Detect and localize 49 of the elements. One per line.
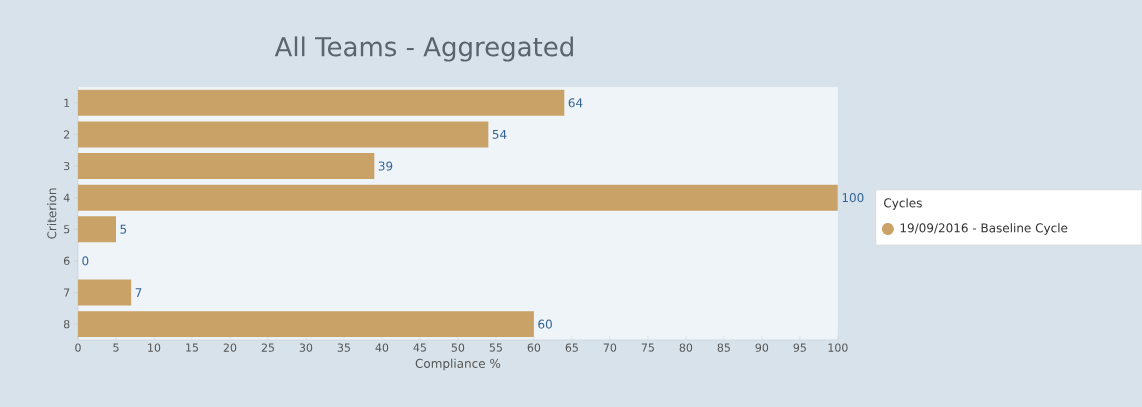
x-tick-label: 10 xyxy=(148,343,161,352)
x-tick-label: 45 xyxy=(413,343,426,352)
y-tick-label: 3 xyxy=(64,161,70,171)
chart-title: All Teams - Aggregated xyxy=(274,36,573,62)
x-tick-label: 70 xyxy=(603,343,617,352)
x-tick-label: 20 xyxy=(223,343,237,352)
x-axis-title: Compliance % xyxy=(415,358,501,371)
legend-label: 19/09/2016 - Baseline Cycle xyxy=(900,223,1068,235)
x-tick-label: 30 xyxy=(299,343,313,352)
y-tick-label: 8 xyxy=(63,320,70,329)
x-tick-label: 5 xyxy=(113,343,119,352)
data-label: 54 xyxy=(492,129,507,139)
bar xyxy=(78,279,132,306)
x-tick-label: 40 xyxy=(375,343,389,352)
y-tick-label: 4 xyxy=(63,193,70,202)
x-tick-label: 65 xyxy=(565,343,578,352)
data-label: 64 xyxy=(568,98,583,108)
bar xyxy=(78,153,375,180)
bar xyxy=(78,89,565,116)
x-tick-label: 85 xyxy=(717,343,730,352)
data-label: 39 xyxy=(378,161,393,171)
x-tick-label: 90 xyxy=(755,343,769,352)
y-axis-title: Criterion xyxy=(47,188,57,239)
bar xyxy=(78,216,116,243)
x-tick-label: 35 xyxy=(337,343,350,352)
x-tick-label: 95 xyxy=(793,343,806,352)
x-tick-label: 15 xyxy=(186,343,199,352)
legend-title: Cycles xyxy=(884,198,922,210)
bar xyxy=(78,311,534,338)
y-tick-label: 7 xyxy=(64,288,70,297)
bar xyxy=(78,121,489,148)
y-tick-label: 2 xyxy=(64,130,70,139)
x-tick-label: 25 xyxy=(261,343,274,352)
data-label: 5 xyxy=(120,224,127,234)
y-tick-label: 6 xyxy=(63,256,70,266)
data-label: 7 xyxy=(135,288,142,297)
data-label: 100 xyxy=(842,193,864,203)
data-label: 60 xyxy=(538,319,552,329)
y-tick-label: 5 xyxy=(64,225,70,234)
x-tick-label: 100 xyxy=(828,343,848,352)
x-tick-label: 50 xyxy=(451,343,465,352)
x-tick-label: 80 xyxy=(679,343,693,352)
x-tick-label: 0 xyxy=(75,343,81,352)
data-label: 0 xyxy=(82,256,89,266)
x-tick-label: 60 xyxy=(527,343,541,352)
bar xyxy=(78,184,838,211)
y-tick-label: 1 xyxy=(64,98,70,107)
x-tick-label: 75 xyxy=(641,343,654,352)
x-tick-label: 55 xyxy=(489,343,502,352)
